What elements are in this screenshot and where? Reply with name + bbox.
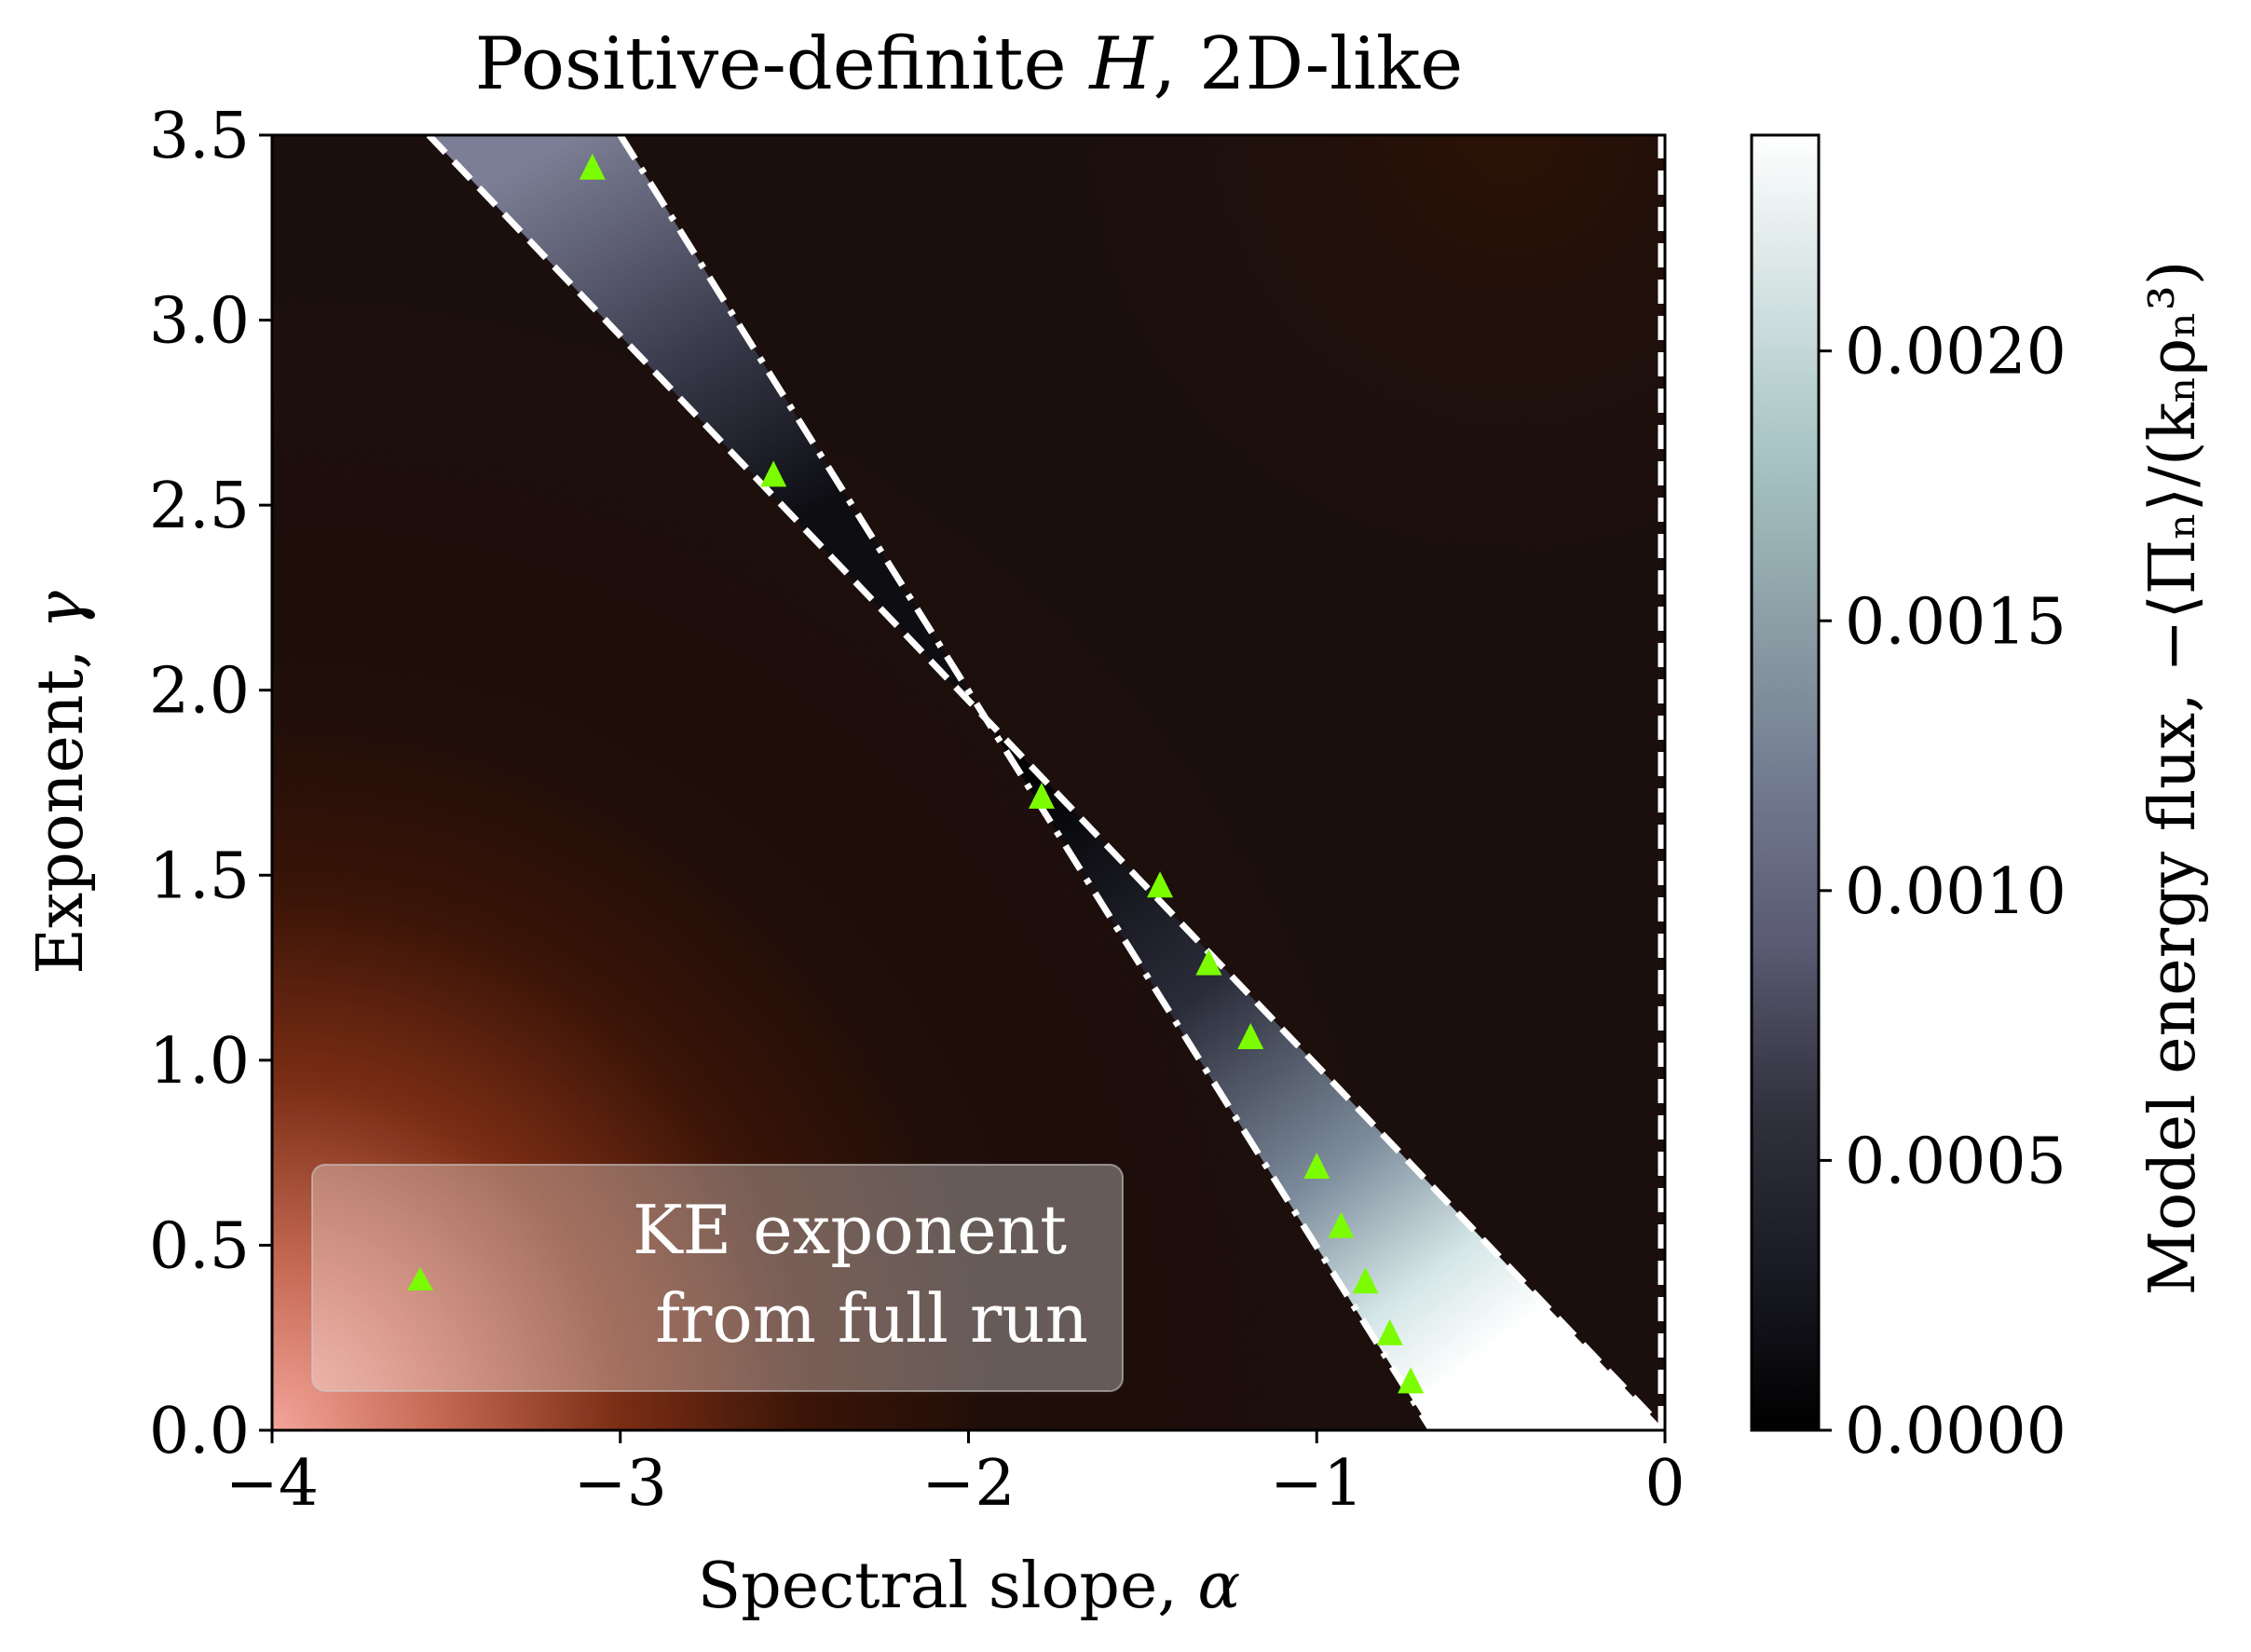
data-marker-7 bbox=[1303, 1153, 1330, 1180]
colorbar-tick-label: 0.0015 bbox=[1845, 585, 2067, 659]
data-marker-4 bbox=[1147, 871, 1174, 898]
data-marker-5 bbox=[1195, 949, 1222, 976]
data-marker-2 bbox=[760, 460, 787, 487]
data-marker-1 bbox=[579, 153, 606, 180]
x-tick-label: −2 bbox=[921, 1447, 1015, 1521]
colorbar-tick-label: 0.0000 bbox=[1845, 1395, 2067, 1468]
x-axis-label: Spectral slope, α bbox=[698, 1550, 1241, 1623]
legend-label-line2: from full run bbox=[655, 1279, 1088, 1358]
data-markers bbox=[579, 153, 1425, 1394]
legend-box bbox=[311, 1164, 1124, 1392]
colorbar-tick-label: 0.0010 bbox=[1845, 855, 2067, 929]
x-axis: −4 −3 −2 −1 0 bbox=[225, 1430, 1685, 1521]
y-tick-label: 2.0 bbox=[149, 655, 250, 729]
y-axis: 0.0 0.5 1.0 1.5 2.0 2.5 3.0 3.5 bbox=[149, 100, 272, 1468]
colorbar-tick-label: 0.0005 bbox=[1845, 1125, 2067, 1198]
chart-title: Positive-definite H, 2D-like bbox=[475, 22, 1464, 106]
x-tick-label: −3 bbox=[574, 1447, 667, 1521]
data-marker-9 bbox=[1352, 1267, 1379, 1294]
colorbar-label: Model energy flux, −⟨Πₙ⟩/(kₙρₙ³) bbox=[2136, 261, 2210, 1296]
data-marker-10 bbox=[1376, 1318, 1403, 1345]
y-tick-label: 3.5 bbox=[149, 100, 250, 173]
colorbar-frame bbox=[1750, 133, 1821, 1432]
legend: KE exponent from full run bbox=[311, 1164, 1124, 1392]
data-marker-8 bbox=[1328, 1211, 1355, 1238]
y-tick-label: 2.5 bbox=[149, 470, 250, 543]
y-tick-label: 0.5 bbox=[149, 1209, 250, 1283]
x-tick-label: 0 bbox=[1644, 1447, 1685, 1521]
legend-marker bbox=[407, 1267, 433, 1290]
legend-label-line1: KE exponent bbox=[633, 1191, 1067, 1269]
heatmap-area bbox=[272, 135, 1665, 1430]
y-tick-label: 0.0 bbox=[149, 1395, 250, 1468]
y-tick-label: 1.5 bbox=[149, 840, 250, 913]
y-axis-label: Exponent, γ bbox=[24, 591, 98, 975]
data-marker-6 bbox=[1237, 1023, 1264, 1050]
dashed-line-lower bbox=[426, 135, 1665, 1430]
data-marker-3 bbox=[1028, 782, 1055, 809]
dashdot-line-upper bbox=[617, 135, 1435, 1430]
x-tick-label: −4 bbox=[225, 1447, 319, 1521]
y-tick-label: 3.0 bbox=[149, 285, 250, 359]
y-tick-label: 1.0 bbox=[149, 1025, 250, 1099]
colorbar bbox=[1752, 135, 1819, 1430]
x-tick-label: −1 bbox=[1270, 1447, 1363, 1521]
data-marker-11 bbox=[1398, 1367, 1425, 1394]
colorbar-ticks: 0.0000 0.0005 0.0010 0.0015 0.0020 bbox=[1819, 316, 2067, 1468]
boundary-lines bbox=[426, 135, 1665, 1430]
colorbar-tick-label: 0.0020 bbox=[1845, 316, 2067, 389]
